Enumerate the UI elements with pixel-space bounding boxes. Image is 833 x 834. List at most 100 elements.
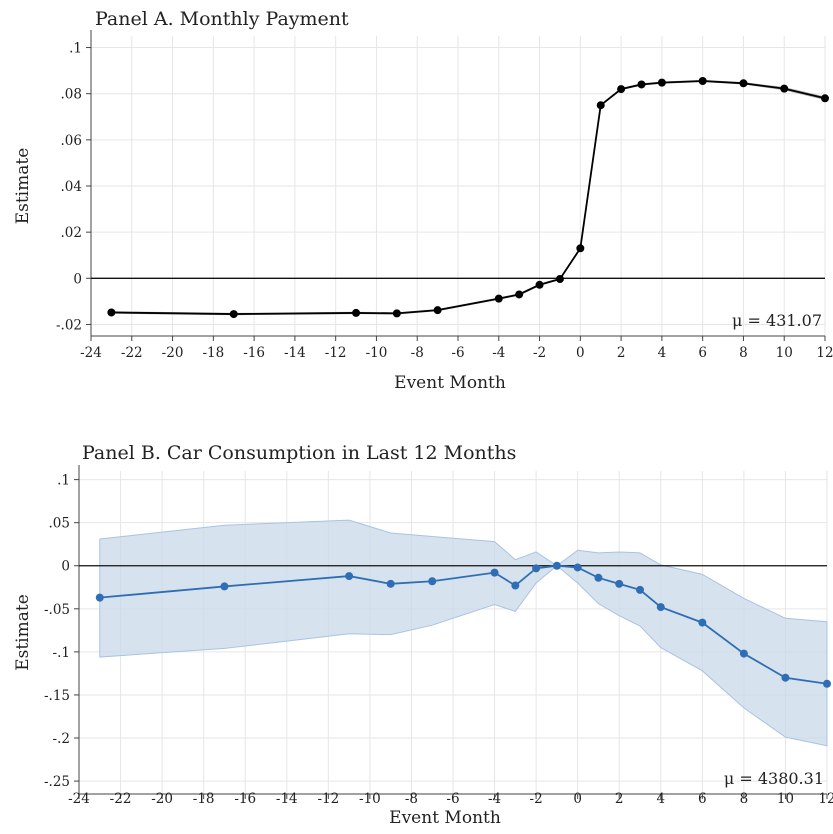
- x-tick-label: -2: [533, 345, 546, 361]
- y-axis-title: Estimate: [13, 148, 33, 225]
- data-point: [698, 77, 707, 85]
- data-point: [637, 80, 646, 89]
- x-tick-label: -18: [193, 791, 215, 807]
- data-point: [386, 579, 395, 588]
- x-tick-label: 0: [573, 791, 582, 807]
- y-tick-label: -.25: [44, 774, 70, 790]
- data-point: [617, 85, 626, 94]
- x-tick-label: -12: [325, 345, 347, 361]
- data-point: [823, 679, 831, 688]
- panel-title: Panel A. Monthly Payment: [95, 8, 349, 30]
- x-axis-title: Event Month: [394, 373, 506, 393]
- x-tick-label: -20: [151, 791, 173, 807]
- data-point: [657, 78, 666, 87]
- x-tick-label: -8: [405, 791, 418, 807]
- y-tick-label: .02: [61, 225, 82, 241]
- x-tick-label: -16: [243, 345, 265, 361]
- data-point: [555, 275, 564, 283]
- y-tick-label: -.02: [56, 317, 82, 333]
- x-tick-label: -4: [492, 345, 505, 361]
- data-point: [494, 294, 503, 303]
- y-tick-label: .1: [69, 41, 82, 57]
- y-tick-label: -.2: [53, 731, 70, 747]
- data-point: [576, 244, 585, 253]
- x-tick-label: -12: [317, 791, 339, 807]
- x-tick-label: -24: [80, 345, 102, 361]
- x-tick-label: 2: [617, 345, 626, 361]
- data-point: [352, 308, 361, 317]
- panel-a: -24 -22 -20 -18 -16 -14 -12 -10 -8 -6 -4 -2 0 2 4 6 8 10 1…: [13, 8, 833, 393]
- x-tick-label: -4: [488, 791, 501, 807]
- x-tick-label: -22: [121, 345, 143, 361]
- data-point: [392, 309, 401, 318]
- data-point: [552, 561, 561, 570]
- panel-title: Panel B. Car Consumption in Last 12 Mont…: [82, 442, 516, 464]
- series-line: [99, 564, 828, 685]
- data-point: [698, 618, 707, 627]
- x-tick-label: 8: [740, 791, 749, 807]
- y-tick-label: .06: [61, 133, 82, 149]
- series-line: [111, 80, 826, 315]
- x-tick-label: -24: [68, 791, 90, 807]
- x-tick-label: -10: [366, 345, 388, 361]
- x-tick-label: -20: [162, 345, 184, 361]
- y-axis-title: Estimate: [13, 594, 33, 671]
- y-tick-label: 0: [61, 559, 70, 575]
- data-point: [345, 572, 354, 581]
- data-point: [428, 577, 437, 586]
- mean-annotation: μ = 431.07: [732, 311, 822, 330]
- data-point: [636, 585, 644, 594]
- data-point: [490, 568, 499, 577]
- y-tick-label: .04: [61, 179, 82, 195]
- x-tick-label: 6: [698, 345, 707, 361]
- data-point: [656, 603, 665, 612]
- confidence-band: [99, 519, 828, 747]
- y-tick-label: 0: [73, 271, 82, 287]
- x-tick-label: -10: [359, 791, 381, 807]
- mean-annotation: μ = 4380.31: [724, 769, 824, 788]
- panel-b: -24 -22 -20 -18 -16 -14 -12 -10 -8 -6 -4 -2 0 2 4 6 8 10 1…: [13, 442, 833, 828]
- x-tick-label: -14: [276, 791, 298, 807]
- x-tick-label: 0: [576, 345, 585, 361]
- x-tick-label: 2: [615, 791, 624, 807]
- x-tick-label: -14: [284, 345, 306, 361]
- data-point: [107, 308, 116, 317]
- data-point: [739, 79, 748, 88]
- x-tick-label: 6: [698, 791, 707, 807]
- x-tick-label: 12: [816, 345, 833, 361]
- x-tick-label: 12: [818, 791, 833, 807]
- data-point: [511, 581, 520, 590]
- data-point: [515, 290, 524, 299]
- data-point: [821, 94, 829, 103]
- x-tick-label: -18: [202, 345, 224, 361]
- x-tick-label: 4: [656, 791, 665, 807]
- y-tick-label: -.1: [53, 645, 70, 661]
- data-point: [594, 573, 603, 582]
- x-tick-label: -8: [411, 345, 424, 361]
- x-tick-label: 4: [658, 345, 667, 361]
- data-point: [573, 563, 582, 572]
- y-tick-label: .05: [49, 516, 70, 532]
- data-point: [229, 310, 238, 319]
- data-point: [615, 579, 624, 588]
- y-tick-label: -.15: [44, 688, 70, 704]
- data-point: [780, 84, 789, 93]
- confidence-band: [111, 79, 825, 316]
- x-axis-title: Event Month: [389, 808, 501, 828]
- x-tick-label: 8: [739, 345, 748, 361]
- data-point: [433, 306, 442, 315]
- x-tick-label: 10: [776, 345, 793, 361]
- data-point: [596, 101, 605, 110]
- data-point: [535, 280, 544, 289]
- x-tick-label: 10: [777, 791, 794, 807]
- x-tick-label: -22: [110, 791, 132, 807]
- data-point: [220, 582, 229, 591]
- x-tick-label: -16: [234, 791, 256, 807]
- y-tick-label: -.05: [44, 602, 70, 618]
- data-point: [781, 673, 790, 682]
- y-tick-label: .1: [57, 473, 70, 489]
- x-tick-label: -6: [446, 791, 459, 807]
- data-point: [532, 564, 541, 573]
